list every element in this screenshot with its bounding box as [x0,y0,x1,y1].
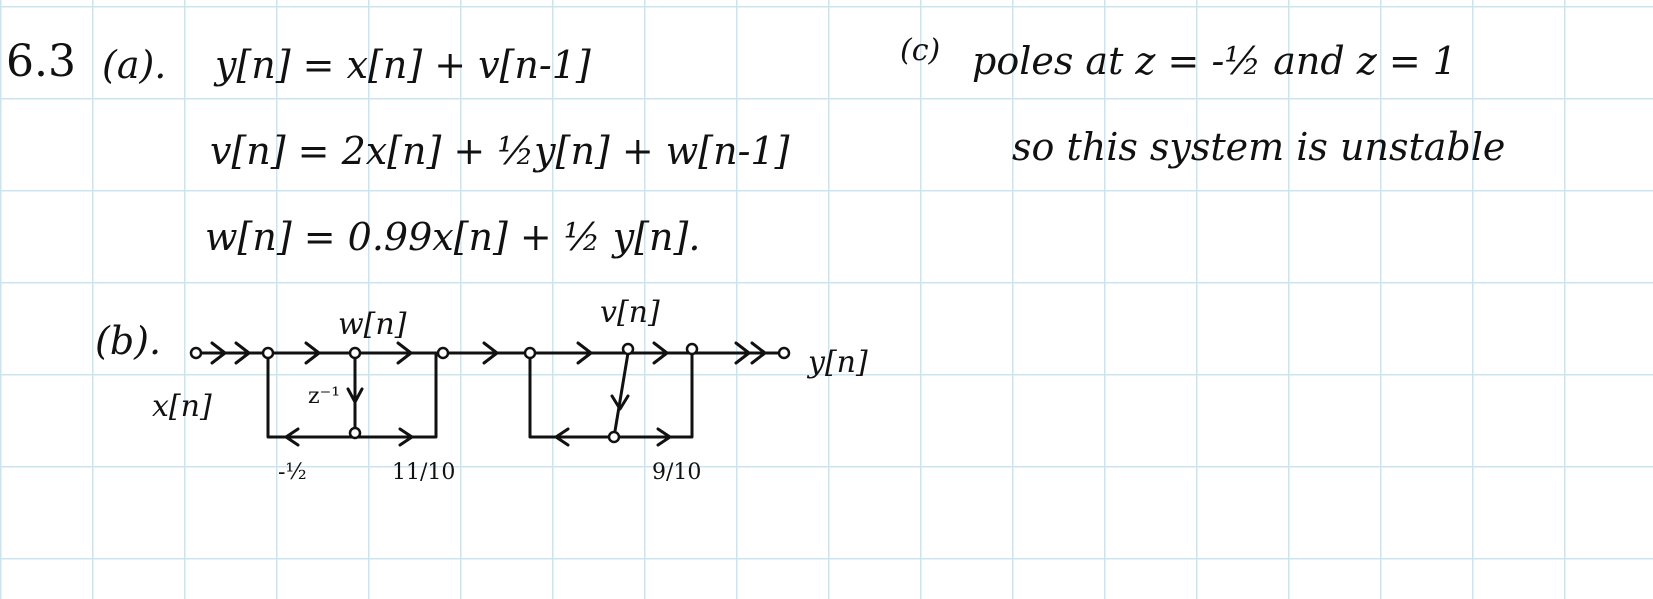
flow-arrows [210,341,767,447]
stability-statement: so this system is unstable [1012,125,1506,169]
delay-branch-right [612,351,630,439]
node-label-v: v[n] [600,295,660,330]
equation-w: w[n] = 0.99x[n] + ½ y[n]. [205,215,701,259]
problem-number: 6.3 [6,36,76,87]
poles-statement: poles at z = -½ and z = 1 [972,39,1457,83]
part-b-label: (b). [95,319,162,363]
delay-label: z⁻¹ [308,384,341,409]
equation-y: y[n] = x[n] + v[n-1] [215,43,591,87]
part-a-label: (a). [102,43,167,87]
flow-nodes [189,342,791,444]
coef-left: -½ [278,460,307,485]
equation-v: v[n] = 2x[n] + ½y[n] + w[n-1] [210,129,790,173]
node-label-w: w[n] [338,307,407,342]
input-label: x[n] [152,389,212,424]
output-label: y[n] [808,345,868,380]
part-c-label: (c) [900,33,941,68]
coef-right: 9/10 [652,460,702,485]
coef-mid: 11/10 [392,460,456,485]
